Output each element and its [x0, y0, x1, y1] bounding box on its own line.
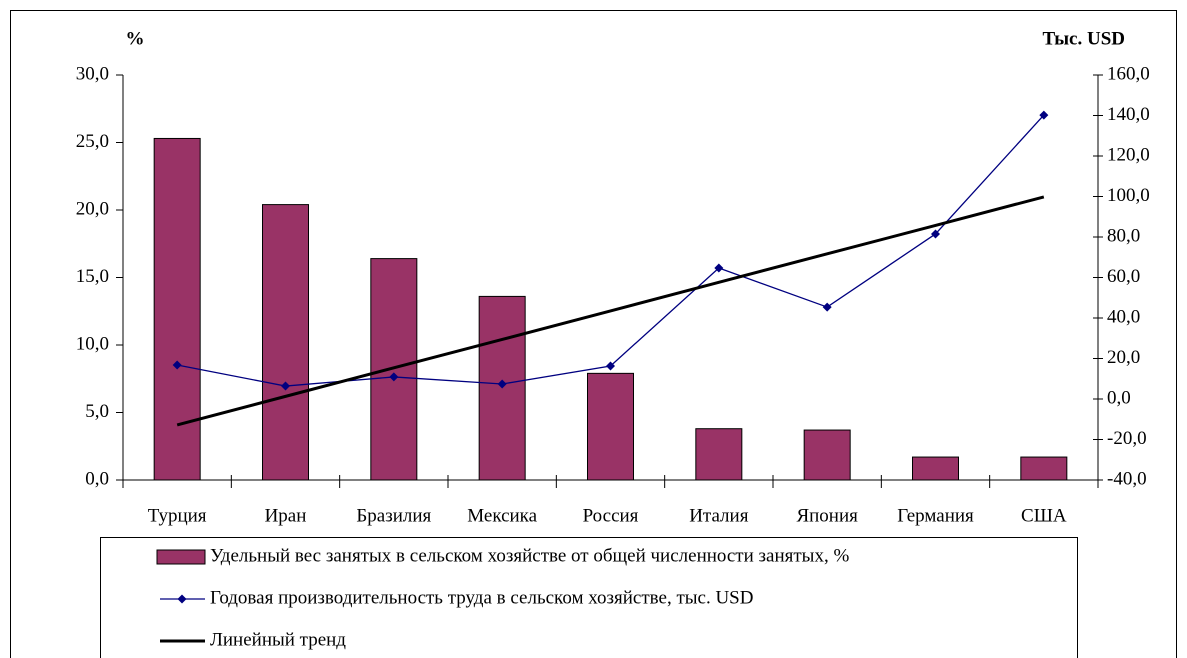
legend-label: Годовая производительность труда в сельс… — [210, 587, 753, 608]
bar — [803, 429, 851, 481]
bar — [153, 137, 201, 481]
bar — [695, 428, 743, 481]
legend-label: Удельный вес занятых в сельском хозяйств… — [210, 545, 849, 566]
legend-box — [100, 537, 1078, 658]
x-tick-label: Мексика — [467, 505, 537, 526]
line-marker — [714, 263, 724, 273]
y-tick-label: 0,0 — [85, 468, 109, 489]
x-tick-label: Турция — [148, 505, 207, 526]
y2-tick-label: 120,0 — [1107, 144, 1150, 165]
y-tick-label: 30,0 — [76, 63, 109, 84]
bar — [262, 204, 309, 481]
line-marker — [497, 379, 507, 389]
line-marker — [822, 302, 832, 312]
y2-tick-label: 160,0 — [1107, 63, 1150, 84]
y-tick-label: 20,0 — [76, 198, 109, 219]
line-marker — [1039, 110, 1049, 120]
x-tick-label: Иран — [265, 505, 307, 526]
legend-marker — [177, 594, 187, 604]
y-tick-label: 15,0 — [76, 266, 109, 287]
legend-label: Линейный тренд — [210, 629, 346, 650]
y-axis-title: % — [126, 28, 145, 49]
line-marker — [281, 381, 290, 391]
y2-tick-label: 20,0 — [1107, 347, 1140, 368]
y2-tick-label: 0,0 — [1107, 387, 1131, 408]
y-tick-label: 10,0 — [76, 333, 109, 354]
bar — [587, 372, 634, 481]
x-tick-label: Япония — [796, 505, 858, 526]
y2-tick-label: 80,0 — [1107, 225, 1140, 246]
y-tick-label: 25,0 — [76, 131, 109, 152]
y-tick-label: 5,0 — [85, 401, 109, 422]
y2-tick-label: 40,0 — [1107, 306, 1140, 327]
legend-swatch — [156, 549, 206, 565]
line-marker — [389, 372, 399, 382]
line-marker — [931, 229, 940, 239]
y2-tick-label: -20,0 — [1107, 428, 1147, 449]
x-tick-label: США — [1021, 505, 1067, 526]
bar — [912, 456, 959, 481]
y2-tick-label: 60,0 — [1107, 266, 1140, 287]
x-tick-label: Россия — [583, 505, 639, 526]
x-tick-label: Бразилия — [356, 505, 431, 526]
x-tick-label: Италия — [689, 505, 749, 526]
y2-tick-label: 140,0 — [1107, 104, 1150, 125]
y2-axis-title: Тыс. USD — [1042, 28, 1125, 49]
y2-tick-label: -40,0 — [1107, 468, 1147, 489]
x-tick-label: Германия — [897, 505, 974, 526]
y2-tick-label: 100,0 — [1107, 185, 1150, 206]
line-marker — [606, 361, 615, 371]
bar — [1020, 456, 1068, 481]
line-marker — [172, 360, 182, 370]
trend-line — [176, 195, 1045, 427]
